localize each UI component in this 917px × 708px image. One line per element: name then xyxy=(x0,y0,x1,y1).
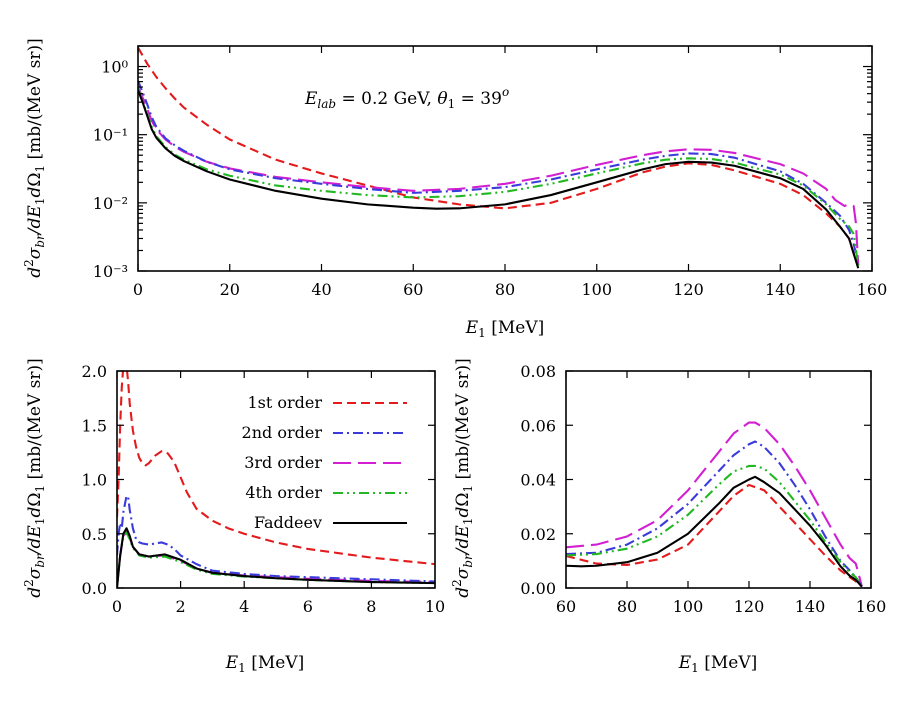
bottom-left-x-tick-label: 6 xyxy=(303,597,313,616)
top-x-tick-label: 20 xyxy=(220,280,240,299)
bottom-right-x-tick-label: 100 xyxy=(673,597,704,616)
bottom-right-x-tick-label: 60 xyxy=(556,597,576,616)
bottom-right-y-tick-label: 0.00 xyxy=(520,579,556,598)
bottom-right-x-axis-label: E1 [MeV] xyxy=(678,653,757,675)
top-x-tick-label: 0 xyxy=(133,280,143,299)
bottom-left-series-1st-order xyxy=(117,371,435,566)
bottom-right-series-4th-order xyxy=(566,464,863,588)
bottom-right-x-tick-label: 120 xyxy=(734,597,765,616)
legend: 1st order 2nd order 3rd order 4th order … xyxy=(242,393,407,532)
top-y-tick-label: 10⁻³ xyxy=(93,262,128,281)
bottom-left-y-tick-label: 0.5 xyxy=(82,525,107,544)
bottom-left-y-tick-label: 1.5 xyxy=(82,416,107,435)
top-x-tick-label: 120 xyxy=(673,280,704,299)
top-series-3rd-order xyxy=(138,86,860,266)
bottom-left-y-tick-label: 0.0 xyxy=(82,579,107,598)
top-series-4th-order xyxy=(138,87,860,266)
bottom-right-x-tick-label: 160 xyxy=(856,597,887,616)
bottom-right-series-faddeev xyxy=(566,475,863,588)
bottom-left-x-tick-label: 2 xyxy=(176,597,186,616)
bottom-right-y-tick-label: 0.02 xyxy=(520,525,556,544)
top-annotation: Elab = 0.2 GeV, θ1 = 39o xyxy=(304,85,509,111)
top-series-1st-order xyxy=(138,46,860,266)
bottom-left-series-3rd-order xyxy=(117,530,435,586)
bottom-left-series-4th-order xyxy=(117,531,435,586)
legend-label-faddeev: Faddeev xyxy=(254,513,322,532)
bottom-left-x-axis-label: E1 [MeV] xyxy=(225,653,304,675)
top-panel: 0 20 40 60 80 100 120 140 160 10⁰ 10⁻¹ 10⁻² 10⁻³ Ela… xyxy=(22,38,887,340)
top-series-faddeev xyxy=(138,89,860,269)
bottom-left-ticks-group: 0 2 4 6 8 10 0.0 0.5 1.0 1.5 2.0 xyxy=(82,362,446,616)
bottom-left-series-2nd-order xyxy=(117,494,435,583)
top-x-tick-label: 80 xyxy=(495,280,515,299)
top-y-tick-label: 10⁻¹ xyxy=(93,126,128,145)
top-y-axis-label: d2σbr/dE1dΩ1 [mb/(MeV sr)] xyxy=(22,38,47,278)
legend-label-3rd-order: 3rd order xyxy=(244,453,322,472)
bottom-left-plot-frame xyxy=(116,370,436,589)
bottom-right-x-tick-label: 140 xyxy=(795,597,826,616)
bottom-left-y-axis-label: d2σbr/dE1dΩ1 [mb/(MeV sr)] xyxy=(22,358,47,598)
top-x-tick-label: 100 xyxy=(581,280,612,299)
bottom-left-x-tick-label: 8 xyxy=(366,597,376,616)
bottom-right-y-tick-label: 0.04 xyxy=(520,471,556,490)
bottom-left-x-tick-label: 4 xyxy=(239,597,249,616)
bottom-right-ticks-group: 60 80 100 120 140 160 0.00 0.02 0.04 0.06 0.08 xyxy=(520,362,886,616)
top-ticks-group: 0 20 40 60 80 100 120 140 160 10⁰ 10⁻¹ 10⁻² 10⁻³ xyxy=(93,45,888,299)
bottom-right-series-group xyxy=(566,421,863,588)
bottom-left-series-faddeev xyxy=(117,527,435,588)
bottom-right-y-tick-label: 0.08 xyxy=(520,362,556,381)
bottom-left-y-tick-label: 1.0 xyxy=(82,471,107,490)
bottom-right-x-tick-label: 80 xyxy=(617,597,637,616)
legend-label-1st-order: 1st order xyxy=(247,393,322,412)
bottom-left-x-tick-label: 0 xyxy=(112,597,122,616)
top-series-group xyxy=(138,46,860,269)
bottom-right-series-1st-order xyxy=(566,483,863,588)
bottom-right-plot-frame xyxy=(565,370,872,589)
bottom-right-y-tick-label: 0.06 xyxy=(520,416,556,435)
top-plot-frame xyxy=(137,45,873,272)
bottom-right-y-axis-label: d2σbr/dE1dΩ1 [mb/(MeV sr)] xyxy=(450,358,475,598)
bottom-left-series-group xyxy=(117,371,435,588)
top-y-tick-label: 10⁰ xyxy=(101,58,128,77)
top-x-axis-label: E1 [MeV] xyxy=(465,318,544,340)
top-x-tick-label: 60 xyxy=(403,280,423,299)
bottom-right-series-3rd-order xyxy=(566,421,863,587)
top-x-tick-label: 40 xyxy=(311,280,331,299)
bottom-left-y-tick-label: 2.0 xyxy=(82,362,107,381)
bottom-left-x-tick-label: 10 xyxy=(425,597,445,616)
top-x-tick-label: 160 xyxy=(857,280,888,299)
bottom-left-panel: 0 2 4 6 8 10 0.0 0.5 1.0 1.5 2.0 1st order 2nd ord… xyxy=(22,358,445,675)
legend-label-2nd-order: 2nd order xyxy=(242,423,323,442)
top-series-2nd-order xyxy=(138,80,860,264)
top-y-tick-label: 10⁻² xyxy=(93,194,128,213)
legend-label-4th-order: 4th order xyxy=(245,483,322,502)
bottom-right-panel: 60 80 100 120 140 160 0.00 0.02 0.04 0.06 0.08 E1 … xyxy=(450,358,886,675)
top-x-tick-label: 140 xyxy=(765,280,796,299)
